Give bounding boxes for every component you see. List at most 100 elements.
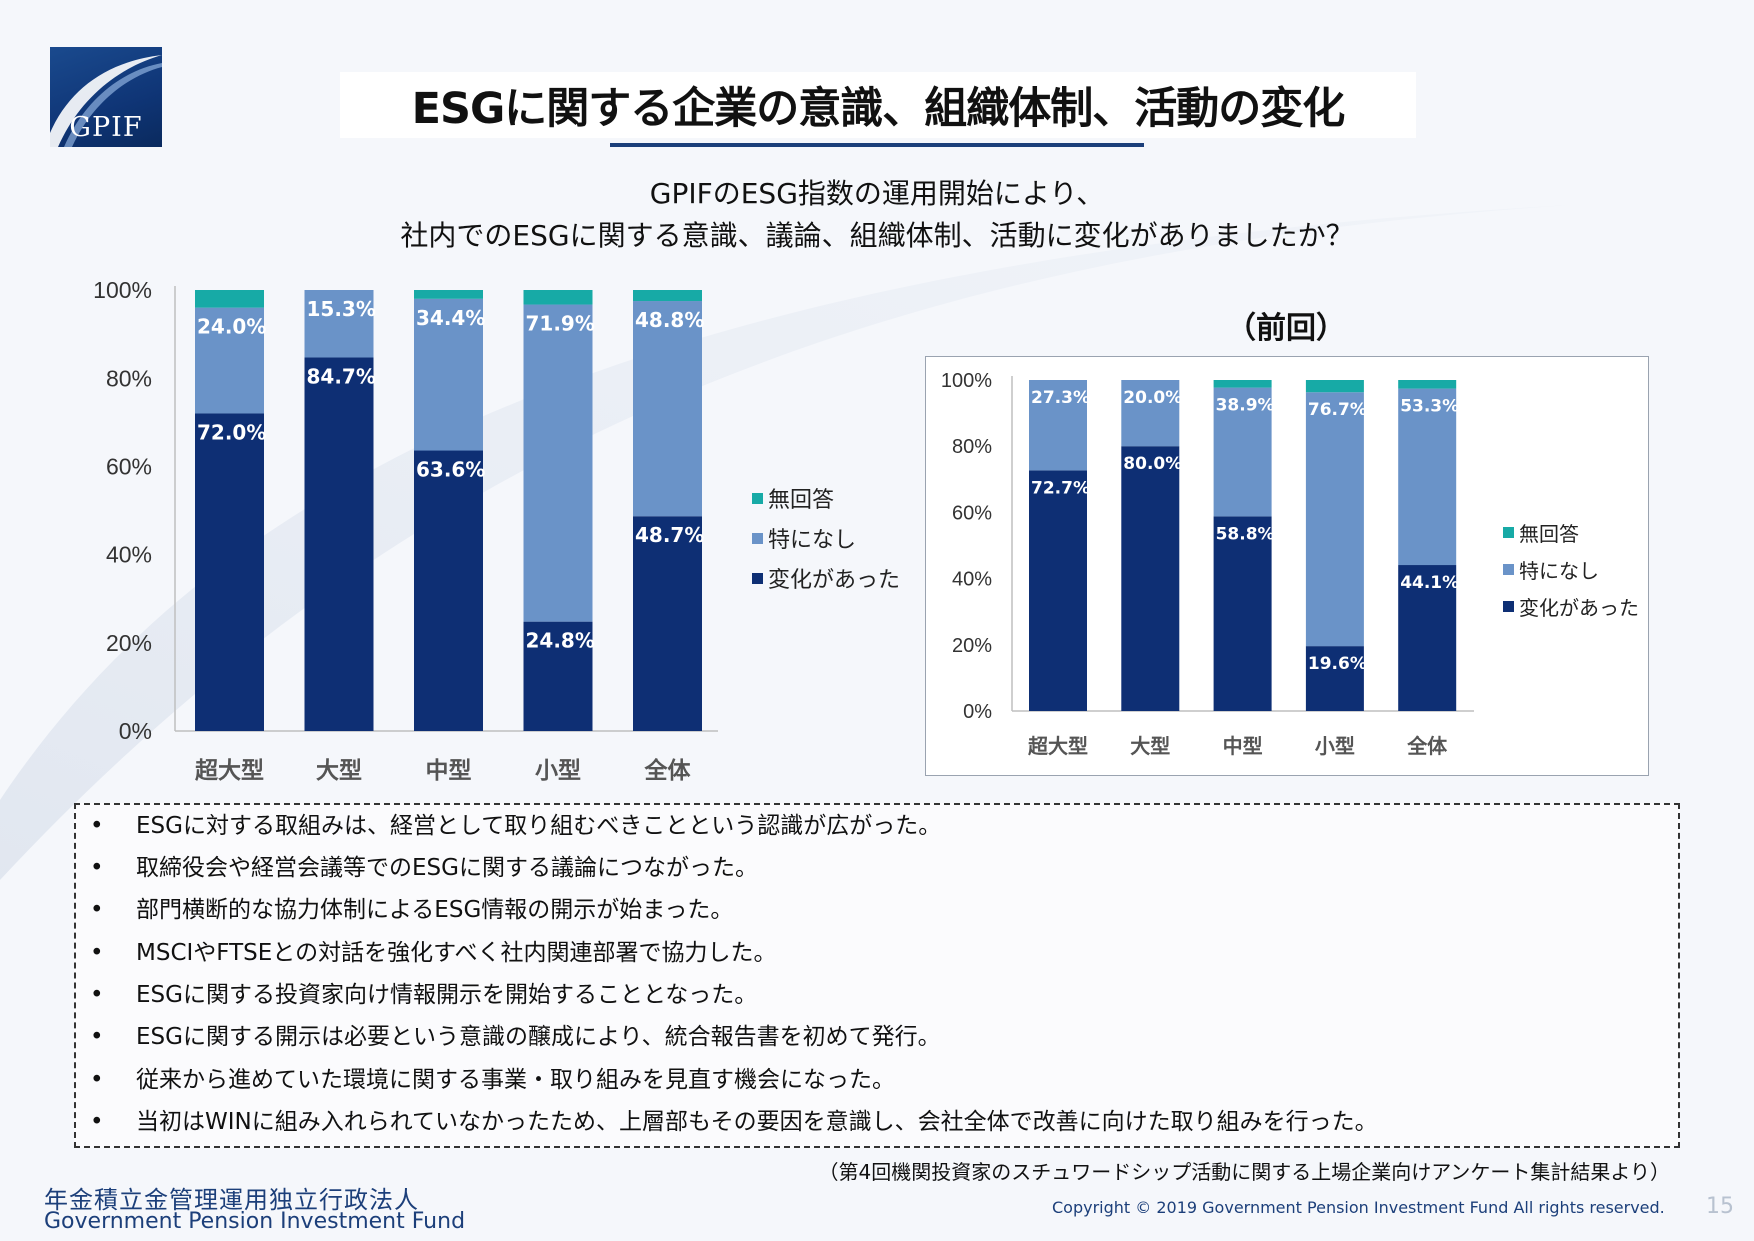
legend-item-changed: 変化があった: [752, 558, 900, 598]
bar-segment: [195, 290, 264, 308]
bar-segment: [1305, 380, 1364, 393]
logo-text: GPIF: [69, 112, 143, 143]
legend-current: 無回答 特になし 変化があった: [752, 478, 900, 598]
bar-segment: [1305, 646, 1364, 711]
bar-segment: [523, 621, 593, 731]
y-tick-label: 0%: [963, 701, 992, 723]
title-box: ESGに関する企業の意識、組織体制、活動の変化: [340, 72, 1416, 138]
legend-swatch-none: [752, 532, 763, 544]
data-label: 48.7%: [635, 523, 704, 547]
x-category-label: 大型: [316, 758, 362, 784]
legend-label-no-answer: 無回答: [768, 488, 835, 513]
bullet: •: [90, 1067, 104, 1093]
bar-segment: [523, 290, 593, 305]
data-label: 24.0%: [197, 315, 266, 339]
comment-text: 取締役会や経営会議等でのESGに関する議論につながった。: [136, 855, 758, 881]
y-tick-label: 60%: [106, 453, 152, 479]
legend-swatch-no-answer: [752, 492, 763, 504]
data-label: 27.3%: [1031, 388, 1090, 408]
bar-segment: [523, 304, 593, 622]
data-label: 38.9%: [1216, 396, 1275, 416]
data-label: 72.7%: [1031, 478, 1090, 498]
legend-item-no-answer: 無回答: [752, 478, 900, 518]
bar-segment: [1213, 387, 1272, 517]
y-tick-label: 40%: [106, 542, 152, 568]
charts-svg: 0% 20% 40% 60% 80% 100% 72.0% 24.0% 超大型 84.7% 15.3…: [93, 277, 1474, 784]
y-tick-label: 20%: [952, 635, 992, 657]
data-label: 76.7%: [1308, 400, 1367, 420]
legend-label-changed: 変化があった: [1519, 596, 1639, 620]
page-title: ESGに関する企業の意識、組織体制、活動の変化: [411, 84, 1346, 134]
bar-segment: [414, 290, 483, 299]
legend-previous: 無回答 特になし 変化があった: [1503, 514, 1639, 625]
bar-segment: [414, 298, 483, 451]
survey-question-line1: GPIFのESG指数の運用開始により、: [649, 177, 1105, 210]
bar-segment: [1398, 380, 1457, 389]
data-label: 53.3%: [1400, 397, 1459, 417]
comment-text: 当初はWINに組み入れられていなかったため、上層部もその要因を意識し、会社全体で…: [136, 1109, 1378, 1135]
legend-item-no-answer: 無回答: [1503, 514, 1639, 551]
org-name-ja: 年金積立金管理運用独立行政法人: [44, 1186, 419, 1214]
data-label: 48.8%: [635, 308, 704, 332]
gpif-logo: GPIF: [50, 47, 162, 147]
bar-segment: [1121, 380, 1180, 447]
bullet: •: [90, 1109, 104, 1135]
x-category-label: 小型: [535, 758, 581, 784]
x-category-label: 中型: [1223, 734, 1263, 758]
x-category-label: 超大型: [195, 758, 264, 784]
bar-segment: [304, 290, 374, 358]
legend-label-none: 特になし: [1519, 559, 1599, 583]
x-category-label: 全体: [1406, 734, 1448, 758]
bar-segment: [195, 307, 264, 414]
comment-text: ESGに関する投資家向け情報開示を開始することとなった。: [136, 982, 758, 1008]
bullet: •: [90, 940, 104, 966]
y-tick-label: 40%: [952, 569, 992, 591]
comment-text: 従来から進めていた環境に関する事業・取り組みを見直す機会になった。: [136, 1067, 895, 1093]
title-underline: [610, 143, 1144, 147]
x-category-label: 全体: [644, 757, 692, 784]
comment-text: MSCIやFTSEとの対話を強化すべく社内関連部署で協力した。: [136, 940, 777, 966]
x-category-label: 大型: [1130, 734, 1170, 758]
data-label: 34.4%: [416, 306, 485, 330]
legend-label-changed: 変化があった: [768, 568, 901, 593]
bar-segment: [1029, 470, 1087, 711]
source-note: （第4回機関投資家のスチュワードシップ活動に関する上場企業向けアンケート集計結果…: [818, 1160, 1670, 1184]
legend-label-no-answer: 無回答: [1519, 522, 1579, 546]
bullet: •: [90, 897, 104, 923]
data-label: 20.0%: [1123, 388, 1182, 408]
data-label: 72.0%: [197, 420, 266, 444]
bar-segment: [1398, 388, 1457, 566]
bullet: •: [90, 1024, 104, 1050]
x-category-label: 中型: [426, 758, 472, 784]
legend-swatch-changed: [1503, 601, 1514, 612]
comment-text: ESGに関する開示は必要という意識の醸成により、統合報告書を初めて発行。: [136, 1024, 941, 1050]
page-number: 15: [1706, 1194, 1734, 1219]
data-label: 84.7%: [307, 364, 376, 388]
bullet: •: [90, 982, 104, 1008]
legend-swatch-none: [1503, 564, 1514, 575]
bar-segment: [1213, 516, 1272, 711]
data-label: 15.3%: [307, 297, 376, 321]
bar-segment: [1398, 565, 1457, 711]
bar-segment: [1029, 380, 1087, 471]
org-name-en: Government Pension Investment Fund: [44, 1209, 466, 1234]
legend-item-none: 特になし: [1503, 551, 1639, 588]
y-tick-label: 0%: [119, 718, 152, 744]
y-tick-label: 100%: [93, 277, 152, 303]
bar-segment: [1121, 446, 1180, 711]
comments-box: • ESGに対する取組みは、経営として取り組むべきことという認識が広がった。 • 取…: [74, 803, 1680, 1148]
bar-segment: [633, 301, 702, 517]
y-tick-label: 60%: [952, 502, 992, 524]
x-category-label: 超大型: [1027, 734, 1088, 758]
data-label: 24.8%: [526, 629, 595, 653]
copyright: Copyright © 2019 Government Pension Inve…: [1052, 1198, 1665, 1217]
bar-segment: [414, 450, 483, 731]
bar-segment: [195, 413, 264, 731]
y-tick-label: 20%: [106, 630, 152, 656]
bar-segment: [633, 516, 702, 731]
x-category-label: 小型: [1315, 734, 1355, 758]
legend-label-none: 特になし: [768, 528, 857, 553]
y-tick-label: 80%: [952, 436, 992, 458]
comment-text: 部門横断的な協力体制によるESG情報の開示が始まった。: [136, 897, 734, 923]
bullet: •: [90, 855, 104, 881]
